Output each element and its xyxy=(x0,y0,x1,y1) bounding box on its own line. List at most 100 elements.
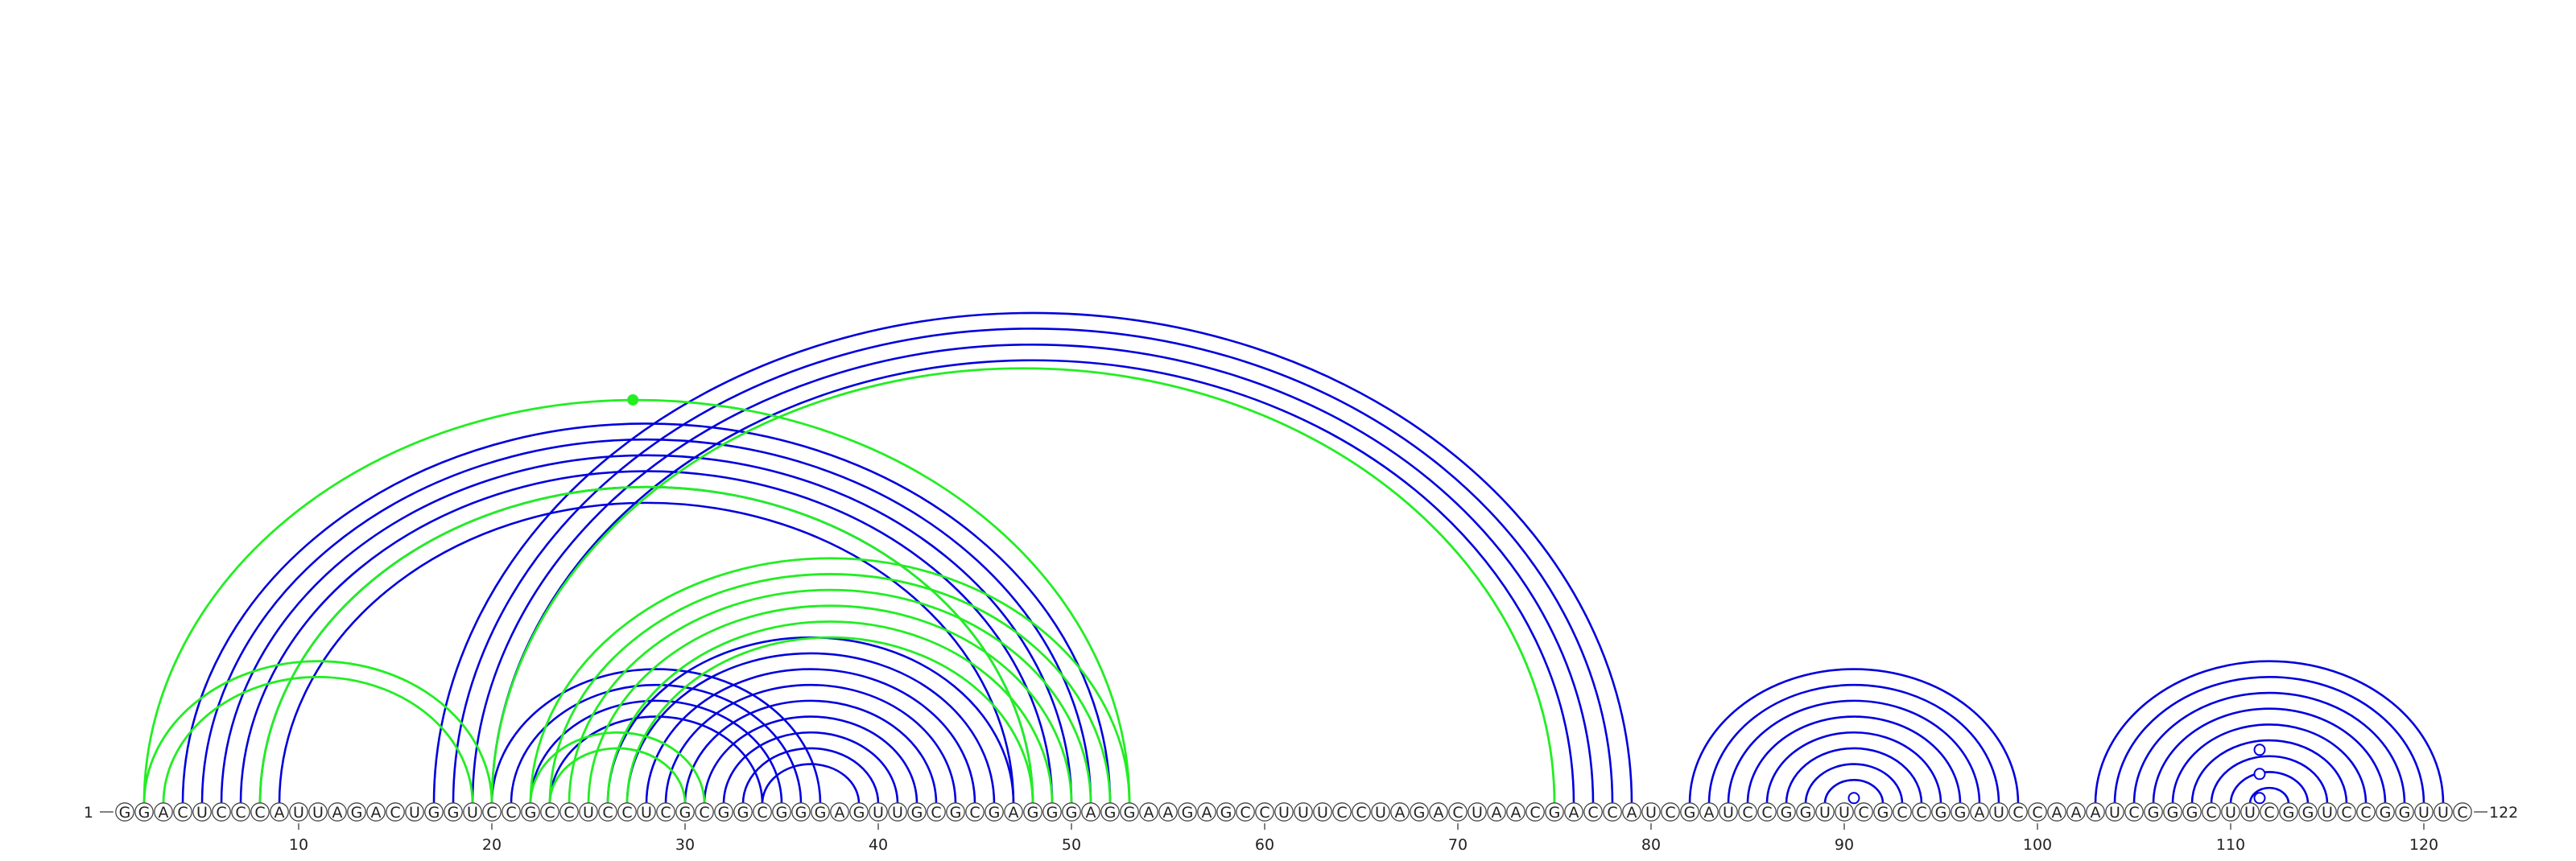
nucleotide-circle xyxy=(1699,802,1719,822)
green-pair-arc xyxy=(625,636,1034,804)
nucleotide-circle xyxy=(1680,802,1699,822)
green-pair-arcs xyxy=(142,367,1556,804)
nucleotide-circle xyxy=(1062,802,1081,822)
nucleotide-circle xyxy=(502,802,521,822)
nucleotide-circle xyxy=(1255,802,1274,822)
nucleotide-letter: A xyxy=(1511,804,1521,822)
nucleotide-letter: C xyxy=(544,804,555,822)
nucleotide-letter: G xyxy=(2380,804,2392,822)
nucleotide-letter: U xyxy=(196,804,208,822)
nucleotide-circle xyxy=(2414,802,2434,822)
green-pair-arc xyxy=(568,588,1092,804)
blue-pair-arc xyxy=(1688,668,2020,804)
nucleotide-circle xyxy=(830,802,849,822)
blue-pair-arc xyxy=(432,311,1633,804)
nucleotide-circle xyxy=(1738,802,1757,822)
green-pair-arc xyxy=(142,660,493,804)
nucleotide-letter: U xyxy=(1839,804,1850,822)
nucleotide-circle xyxy=(2144,802,2163,822)
green-pair-arc xyxy=(490,367,1556,804)
nucleotide-circle xyxy=(753,802,772,822)
nucleotide-letter: C xyxy=(660,804,671,822)
nucleotide-letter: C xyxy=(390,804,400,822)
nucleotide-letter: U xyxy=(409,804,420,822)
nucleotide-letter: G xyxy=(428,804,440,822)
nucleotide-letter: G xyxy=(1877,804,1889,822)
nucleotide-circle xyxy=(579,802,598,822)
nucleotide-circle xyxy=(212,802,231,822)
blue-pair-arc xyxy=(722,731,899,804)
nucleotide-circle xyxy=(598,802,617,822)
blue-pair-arc xyxy=(452,328,1614,804)
nucleotide-letter: C xyxy=(177,804,188,822)
tick-label: 70 xyxy=(1448,836,1468,854)
nucleotide-circle xyxy=(289,802,308,822)
nucleotide-letter: U xyxy=(2244,804,2256,822)
blue-pair-arc xyxy=(1707,683,2000,804)
nucleotide-circle xyxy=(386,802,405,822)
blue-arc-marker xyxy=(2253,792,2266,805)
blue-arc-marker xyxy=(2253,744,2266,756)
nucleotide-circle xyxy=(656,802,675,822)
green-arc-marker xyxy=(627,393,639,406)
nucleotide-circle xyxy=(1545,802,1564,822)
nucleotide-circle xyxy=(791,802,811,822)
nucleotide-letter: G xyxy=(1104,804,1117,822)
nucleotide-letter: A xyxy=(2071,804,2082,822)
nucleotide-letter: G xyxy=(138,804,151,822)
blue-pair-arc xyxy=(625,652,996,804)
nucleotide-letter: G xyxy=(815,804,827,822)
nucleotide-circle xyxy=(1448,802,1468,822)
nucleotide-letter: A xyxy=(1163,804,1174,822)
green-pair-arc xyxy=(548,747,687,804)
nucleotide-circle xyxy=(328,802,347,822)
nucleotide-letter: C xyxy=(1587,804,1598,822)
nucleotide-letter: G xyxy=(2167,804,2179,822)
blue-pair-arc xyxy=(220,454,1073,804)
nucleotide-circle xyxy=(985,802,1004,822)
blue-pair-arc xyxy=(200,438,1092,804)
nucleotide-letter: A xyxy=(1086,804,1096,822)
nucleotide-letter: A xyxy=(835,804,845,822)
nucleotide-letter: U xyxy=(2418,804,2429,822)
nucleotide-letter: U xyxy=(467,804,478,822)
green-pair-arc xyxy=(529,557,1131,804)
nucleotide-circle xyxy=(463,802,482,822)
nucleotide-letter: G xyxy=(853,804,865,822)
nucleotide-circle xyxy=(1081,802,1100,822)
nucleotide-circle xyxy=(540,802,559,822)
nucleotide-circle xyxy=(2066,802,2086,822)
nucleotide-letter: C xyxy=(1452,804,1463,822)
nucleotide-circle xyxy=(2376,802,2395,822)
blue-pair-arcs xyxy=(181,311,2445,804)
nucleotide-letter: A xyxy=(371,804,382,822)
nucleotide-circle xyxy=(1197,802,1216,822)
nucleotide-letter: U xyxy=(293,804,304,822)
nucleotide-letter: C xyxy=(621,804,632,822)
nucleotide-circle xyxy=(2086,802,2105,822)
nucleotide-circle xyxy=(2453,802,2472,822)
tick-label: 110 xyxy=(2216,836,2245,854)
start-label: 1 xyxy=(84,804,93,822)
nucleotide-circle xyxy=(849,802,869,822)
blue-pair-arc xyxy=(1785,747,1923,804)
nucleotide-letter: A xyxy=(2052,804,2062,822)
blue-pair-arc xyxy=(1804,763,1904,804)
nucleotide-letter: C xyxy=(969,804,980,822)
nucleotide-letter: C xyxy=(699,804,709,822)
blue-pair-arc xyxy=(664,683,957,804)
nucleotide-letter: G xyxy=(1684,804,1696,822)
blue-pair-arc xyxy=(2229,771,2310,804)
nucleotide-circle xyxy=(888,802,907,822)
nucleotide-circle xyxy=(695,802,714,822)
nucleotide-letter: G xyxy=(1800,804,1812,822)
nucleotide-letter: C xyxy=(254,804,265,822)
nucleotide-letter: G xyxy=(2283,804,2295,822)
nucleotide-circle xyxy=(347,802,366,822)
nucleotide-letter: U xyxy=(1993,804,2004,822)
nucleotide-letter: C xyxy=(1665,804,1675,822)
nucleotide-circle xyxy=(1139,802,1158,822)
blue-pair-arc xyxy=(490,359,1575,804)
nucleotide-circle xyxy=(965,802,985,822)
